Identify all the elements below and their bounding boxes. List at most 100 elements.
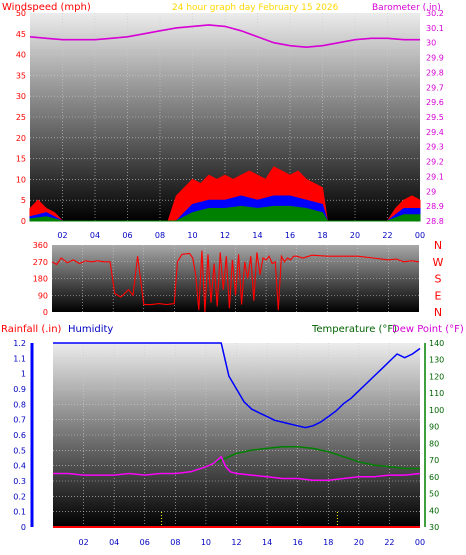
wind-ytick-label: 50: [16, 9, 26, 18]
barometer-ytick-label: 30.1: [426, 24, 444, 33]
temperature-ytick-label: 50: [429, 490, 439, 499]
barometer-ytick-label: 28.9: [426, 202, 444, 211]
barometer-ytick-label: 30.2: [426, 9, 444, 18]
direction-ytick-label: 360: [33, 241, 48, 250]
wind-xtick-label: 06: [122, 231, 132, 240]
wind-xticks: 02 04 06 08 10 12 14 16 18 20 22 00: [57, 231, 425, 240]
wind-ytick-label: 10: [16, 175, 26, 184]
rainfall-ytick-label: 1: [21, 370, 26, 379]
direction-ytick-label: 0: [43, 308, 48, 317]
temperature-ytick-label: 80: [429, 439, 439, 448]
temperature-ytick-label: 120: [429, 372, 444, 381]
temp-xtick-label: 22: [384, 538, 394, 547]
barometer-ylabel: Barometer (.in): [372, 3, 441, 13]
wind-xtick-label: 22: [382, 231, 392, 240]
wind-xtick-label: 02: [57, 231, 67, 240]
barometer-ytick-label: 28.8: [426, 217, 444, 226]
compass-label: S: [435, 273, 442, 286]
wind-xtick-label: 16: [285, 231, 295, 240]
direction-ytick-label: 90: [38, 291, 48, 300]
temperature-line: [53, 455, 421, 481]
temperature-ytick-label: 70: [429, 456, 439, 465]
rainfall-ytick-label: 1.1: [13, 354, 26, 363]
temp-xtick-label: 02: [78, 538, 88, 547]
barometer-ytick-label: 29.7: [426, 83, 444, 92]
direction-series: [51, 250, 420, 313]
wind-xtick-label: 08: [155, 231, 165, 240]
temperature-ytick-label: 140: [429, 339, 444, 348]
rainfall-ytick-label: 0.3: [13, 477, 26, 486]
wind-ytick-label: 5: [21, 196, 26, 205]
temp-xtick-label: 08: [170, 538, 180, 547]
wind-ytick-label: 30: [16, 92, 26, 101]
temperature-ytick-label: 100: [429, 406, 444, 415]
wind-ytick-label: 15: [16, 155, 26, 164]
compass-label: E: [435, 289, 442, 302]
temp-xtick-label: 16: [293, 538, 303, 547]
barometer-ytick-label: 29.8: [426, 68, 444, 77]
temp-xticks: 02 04 06 08 10 12 14 16 18 20 22 00: [78, 538, 425, 547]
rainfall-ytick-label: 0.4: [13, 462, 26, 471]
temperature-ytick-label: 90: [429, 423, 439, 432]
temperature-ytick-label: 30: [429, 523, 439, 532]
temperature-ytick-label: 60: [429, 473, 439, 482]
dewpoint-ylabel: Dew Point (°F): [392, 324, 464, 335]
barometer-ytick-label: 29.1: [426, 172, 444, 181]
wind-ytick-label: 45: [16, 30, 26, 39]
barometer-ytick-label: 29.5: [426, 113, 444, 122]
rainfall-ytick-label: 0.7: [13, 416, 26, 425]
barometer-ytick-label: 29.2: [426, 158, 444, 167]
rainfall-ytick-label: 0.9: [13, 385, 26, 394]
barometer-ytick-label: 29: [426, 187, 436, 196]
direction-ytick-label: 270: [33, 258, 48, 267]
compass-label: W: [433, 256, 444, 269]
wind-low-area: [29, 205, 421, 222]
direction-line: [51, 250, 420, 313]
rainfall-ylabel: Rainfall (.in): [1, 324, 62, 335]
compass-label: N: [434, 306, 442, 319]
barometer-line: [29, 24, 420, 49]
chart-title: 24 hour graph day February 15 2026: [172, 3, 339, 13]
rainfall-ytick-label: 0.5: [13, 446, 26, 455]
wind-ytick-label: 35: [16, 71, 26, 80]
rainfall-ytick-label: 0.8: [13, 400, 26, 409]
barometer-yticks: 28.8 28.9 29 29.1 29.2 29.3 29.4 29.5 29.6 29.7 29…: [426, 9, 444, 226]
barometer-ytick-label: 29.6: [426, 98, 444, 107]
temperature-ytick-label: 110: [429, 389, 444, 398]
wind-xtick-label: 10: [187, 231, 197, 240]
wind-series: [29, 24, 421, 222]
barometer-ytick-label: 29.4: [426, 128, 444, 137]
rainfall-yticks: 0 0.1 0.2 0.3 0.4 0.5 0.6 0.7 0.8 0.9 1 1.1 1.2: [13, 339, 26, 532]
temp-panel: 0 0.1 0.2 0.3 0.4 0.5 0.6 0.7 0.8 0.9 1 1.1 1.2 30 40…: [1, 324, 464, 547]
temperature-yticks: 30 40 50 60 70 80 90 100 110 120 130 140: [429, 339, 444, 532]
temp-xtick-label: 20: [354, 538, 364, 547]
wind-xtick-label: 00: [415, 231, 425, 240]
rainfall-ytick-label: 0: [21, 523, 26, 532]
wind-yticks: 0 5 10 15 20 25 30 35 40 45 50: [16, 9, 26, 226]
wind-xtick-label: 12: [220, 231, 230, 240]
temp-xtick-label: 18: [323, 538, 333, 547]
rainfall-ytick-label: 0.6: [13, 431, 26, 440]
barometer-ytick-label: 30: [426, 39, 436, 48]
rainfall-ytick-label: 0.2: [13, 492, 26, 501]
temperature-ylabel: Temperature (°F): [311, 324, 397, 335]
temperature-ytick-label: 130: [429, 356, 444, 365]
temperature-ytick-label: 40: [429, 506, 439, 515]
wind-xtick-label: 14: [252, 231, 262, 240]
wind-ytick-label: 40: [16, 51, 26, 60]
temp-xtick-label: 04: [109, 538, 119, 547]
wind-ytick-label: 25: [16, 113, 26, 122]
humidity-line: [53, 342, 421, 429]
rainfall-ytick-label: 0.1: [13, 508, 26, 517]
barometer-ytick-label: 29.3: [426, 143, 444, 152]
temp-grid: [30, 343, 426, 527]
direction-ytick-label: 180: [33, 275, 48, 284]
temp-xtick-label: 14: [262, 538, 272, 547]
rainfall-ytick-label: 1.2: [13, 339, 26, 348]
direction-yticks: 0 90 180 270 360: [33, 241, 48, 317]
temp-series: [53, 342, 421, 528]
temp-xtick-label: 12: [231, 538, 241, 547]
